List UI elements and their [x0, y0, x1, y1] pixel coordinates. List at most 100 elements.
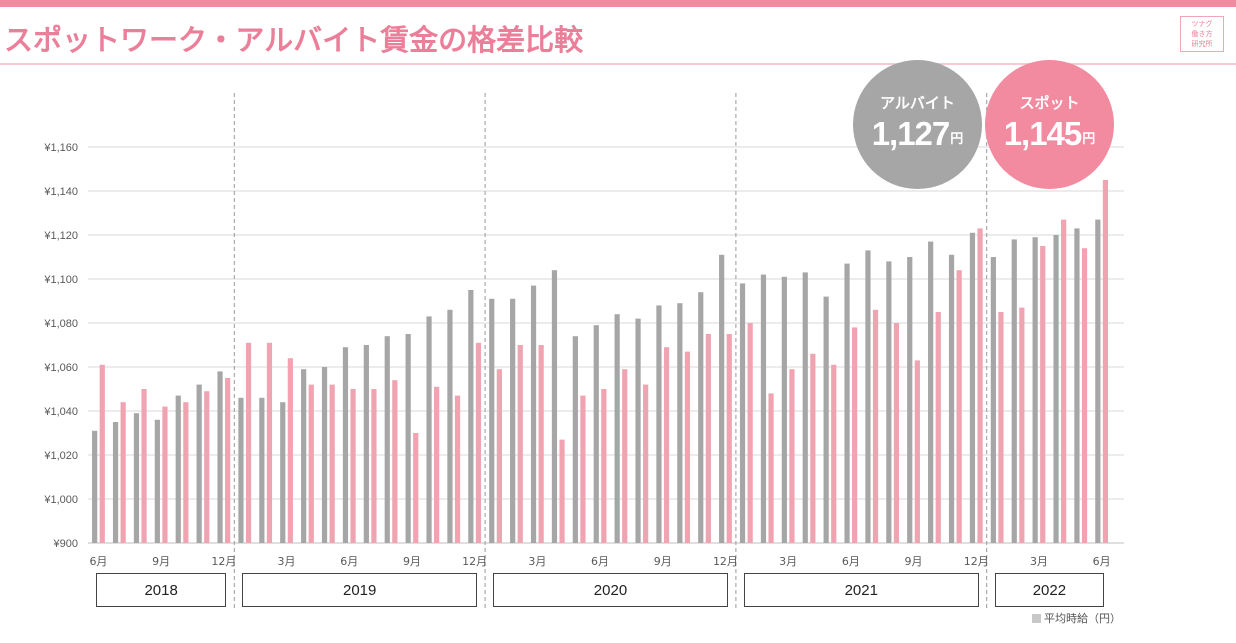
spot-bar: [893, 323, 900, 543]
bars: [92, 180, 1109, 544]
arubaito-bar: [196, 384, 202, 543]
x-tick-label: 12月: [713, 555, 738, 568]
arubaito-bar: [342, 347, 349, 543]
arubaito-bar: [677, 303, 683, 543]
spot-bar: [245, 342, 252, 543]
spot-bar: [601, 389, 607, 543]
arubaito-bar: [969, 232, 976, 544]
year-label-2021: 2021: [743, 573, 979, 607]
callout-value: 1,127: [871, 115, 951, 152]
spot-bar: [726, 334, 732, 543]
x-tick-label: 3月: [528, 555, 546, 568]
spot-bar: [663, 347, 670, 543]
legend-label: 平均時給（円）: [1044, 612, 1121, 625]
x-tick-label: 12月: [211, 555, 236, 568]
arubaito-bar: [739, 283, 746, 543]
spot-bar: [643, 384, 649, 543]
callout-unit: 円: [1082, 131, 1096, 146]
arubaito-bar: [259, 397, 265, 543]
x-tick-label: 9月: [905, 555, 923, 568]
arubaito-bar: [154, 419, 160, 543]
spot-bar: [308, 384, 314, 543]
spot-bar: [998, 312, 1004, 543]
arubaito-bar: [614, 314, 620, 543]
logo: ツナグ 働き方 研究所: [1180, 16, 1224, 52]
arubaito-bar: [1032, 237, 1038, 543]
arubaito-bar: [112, 422, 119, 543]
spot-bar: [287, 358, 293, 543]
spot-bar: [329, 384, 335, 543]
x-tick-label: 6月: [842, 555, 860, 568]
year-dividers: [233, 93, 988, 610]
spot-bar: [517, 345, 523, 543]
y-tick-label: ¥900: [53, 538, 78, 550]
arubaito-bar: [865, 250, 871, 543]
spot-bar: [872, 309, 879, 543]
x-tick-label: 3月: [1030, 555, 1048, 568]
arubaito-bar: [426, 316, 432, 543]
x-tick-label: 12月: [462, 555, 487, 568]
spot-bar: [162, 406, 168, 543]
year-label-2018: 2018: [96, 573, 227, 607]
arubaito-bar: [175, 395, 181, 543]
arubaito-bar: [510, 298, 516, 543]
legend: 平均時給（円）: [1032, 610, 1121, 626]
spot-bar: [789, 369, 795, 543]
legend-swatch: [1032, 613, 1041, 623]
spot-bar: [705, 334, 711, 543]
y-tick-label: ¥1,020: [43, 450, 78, 462]
x-tick-label: 9月: [403, 555, 421, 568]
arubaito-callout: アルバイト 1,127 円: [853, 60, 982, 189]
spot-bar: [622, 369, 628, 543]
spot-bar: [580, 395, 586, 543]
spot-bar: [956, 270, 962, 543]
top-accent-bar: [0, 0, 1236, 7]
spot-bar: [684, 351, 691, 543]
spot-bar: [538, 345, 544, 543]
spot-bar: [810, 353, 816, 543]
spot-bar: [454, 395, 461, 543]
spot-bar: [747, 323, 753, 543]
x-tick-label: 6月: [591, 555, 609, 568]
callout-label: スポット: [1019, 95, 1080, 112]
arubaito-bar: [301, 369, 307, 543]
y-tick-label: ¥1,000: [43, 494, 78, 506]
spot-bar: [204, 391, 210, 543]
arubaito-bar: [928, 241, 934, 543]
arubaito-bar: [698, 292, 704, 543]
spot-bar: [914, 360, 920, 543]
logo-line: ツナグ: [1191, 20, 1213, 28]
spot-bar: [99, 364, 105, 543]
y-tick-label: ¥1,040: [43, 406, 78, 418]
arubaito-bar: [572, 336, 578, 543]
arubaito-bar: [802, 272, 808, 543]
spot-callout: スポット 1,145 円: [985, 60, 1114, 189]
y-tick-label: ¥1,060: [43, 362, 78, 374]
spot-bar: [350, 389, 356, 543]
spot-bar: [1040, 246, 1046, 543]
arubaito-bar: [468, 290, 474, 543]
y-tick-label: ¥1,120: [43, 230, 78, 242]
arubaito-bar: [760, 274, 767, 543]
arubaito-bar: [384, 336, 390, 543]
arubaito-bar: [593, 325, 599, 543]
page-title: スポットワーク・アルバイト賃金の格差比較: [4, 23, 584, 57]
spot-bar: [225, 378, 231, 543]
spot-bar: [371, 389, 377, 543]
spot-bar: [475, 342, 482, 543]
arubaito-bar: [551, 270, 558, 543]
arubaito-bar: [321, 367, 328, 543]
arubaito-bar: [217, 371, 223, 543]
arubaito-bar: [238, 397, 244, 543]
arubaito-bar: [280, 402, 286, 543]
callout-value: 1,145: [1003, 115, 1083, 152]
spot-bar: [413, 433, 419, 543]
y-tick-label: ¥1,080: [43, 318, 78, 330]
spot-bar: [183, 402, 189, 543]
spot-bar: [559, 439, 565, 543]
arubaito-bar: [405, 334, 411, 543]
year-label-2019: 2019: [242, 573, 478, 607]
spot-bar: [496, 369, 502, 543]
spot-bar: [1081, 248, 1088, 543]
